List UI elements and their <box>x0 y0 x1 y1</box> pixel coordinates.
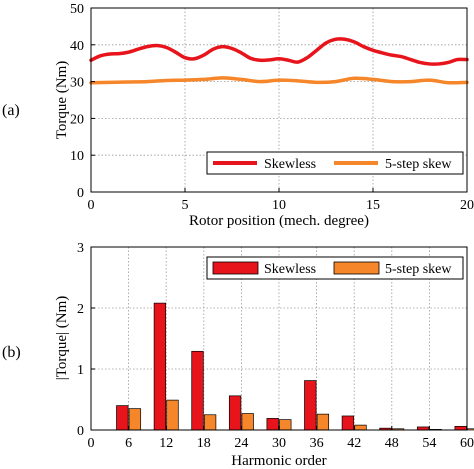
y-tick-label-a: 10 <box>70 149 84 164</box>
y-axis-label-a: Torque (Nm) <box>54 61 70 140</box>
bar-5-step-skew-12 <box>166 399 179 431</box>
y-tick-label-b: 1 <box>77 363 84 378</box>
legend-a: Skewless 5-step skew <box>206 151 464 175</box>
bar-skewless-6 <box>116 405 129 431</box>
x-tick-label-b: 30 <box>272 436 286 451</box>
bar-skewless-24 <box>228 395 242 431</box>
x-tick-label-a: 0 <box>88 198 95 213</box>
x-axis-label-b: Harmonic order <box>231 453 326 469</box>
x-tick-label-b: 48 <box>385 436 399 451</box>
y-tick-label-a: 40 <box>70 39 84 54</box>
bar-skewless-60 <box>454 425 467 431</box>
panel-label-a: (a) <box>2 102 20 119</box>
x-tick-label-b: 24 <box>234 436 248 451</box>
bar-5-step-skew-6 <box>128 408 142 431</box>
x-tick-label-a: 20 <box>460 198 474 213</box>
y-tick-label-b: 0 <box>77 424 84 439</box>
x-tick-label-b: 54 <box>422 436 436 451</box>
bar-5-step-skew-42 <box>354 424 367 431</box>
chart-a: (a) 0 5 10 15 20 0 10 20 30 40 50 Torque (Nm) Roto… <box>2 2 474 229</box>
x-tick-label-a: 5 <box>182 198 189 213</box>
x-tick-label-b: 42 <box>347 436 361 451</box>
y-tick-label-a: 0 <box>77 186 84 201</box>
y-tick-label-b: 2 <box>77 302 84 317</box>
y-tick-label-a: 20 <box>70 112 84 127</box>
x-tick-label-b: 6 <box>125 436 132 451</box>
series-line-5-step-skew <box>89 76 469 85</box>
legend-b: Skewless 5-step skew <box>206 256 464 280</box>
x-tick-label-b: 0 <box>88 436 95 451</box>
bar-skewless-18 <box>191 350 204 431</box>
x-tick-label-b: 36 <box>310 436 324 451</box>
bar-5-step-skew-24 <box>241 413 254 431</box>
bar-5-step-skew-36 <box>316 413 330 431</box>
y-tick-label-a: 30 <box>70 76 84 91</box>
x-tick-label-b: 18 <box>197 436 211 451</box>
y-axis-label-b: |Torque| (Nm) <box>54 296 70 381</box>
legend-label-b-5-step-skew: 5-step skew <box>385 262 452 277</box>
x-axis-label-a: Rotor position (mech. degree) <box>189 213 369 229</box>
panel-label-b: (b) <box>2 344 21 361</box>
bar-5-step-skew-30 <box>279 419 292 431</box>
bar-skewless-42 <box>341 415 355 431</box>
legend-label-a-skewless: Skewless <box>264 157 316 172</box>
bar-skewless-36 <box>304 380 317 431</box>
bar-5-step-skew-18 <box>203 414 217 431</box>
x-tick-label-b: 12 <box>159 436 173 451</box>
x-tick-label-a: 10 <box>272 198 286 213</box>
legend-label-b-skewless: Skewless <box>264 262 316 277</box>
series-line-skewless <box>89 37 469 66</box>
bar-skewless-30 <box>266 418 279 431</box>
legend-swatch-b-5-step-skew <box>333 261 380 275</box>
y-tick-label-a: 50 <box>70 2 84 17</box>
bar-5-step-skew-60 <box>467 428 474 431</box>
bar-skewless-12 <box>153 302 167 431</box>
y-tick-label-b: 3 <box>77 241 84 256</box>
x-tick-label-a: 15 <box>366 198 380 213</box>
legend-label-a-5-step-skew: 5-step skew <box>385 157 452 172</box>
legend-swatch-b-skewless <box>212 261 259 275</box>
x-tick-label-b: 60 <box>460 436 474 451</box>
